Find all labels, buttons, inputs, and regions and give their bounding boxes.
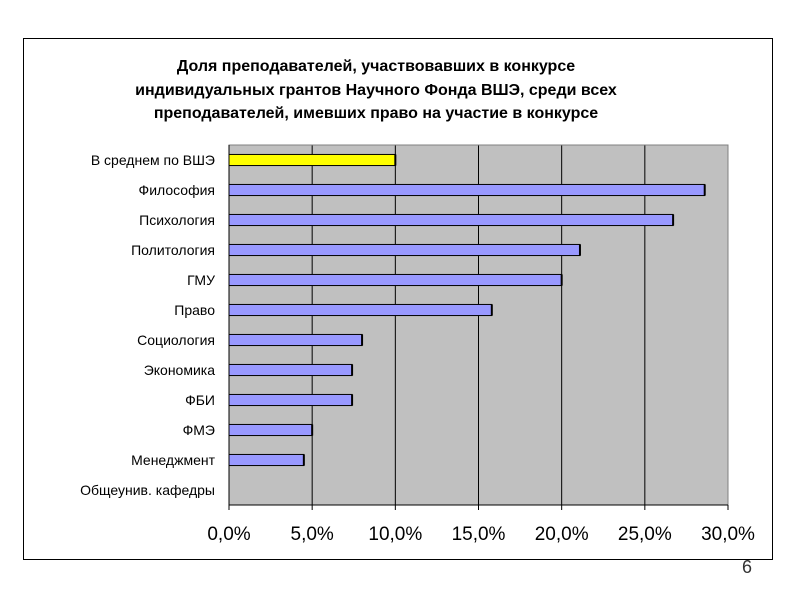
chart-svg: Доля преподавателей, участвовавших в кон… <box>80 58 755 545</box>
bar-3 <box>228 243 581 257</box>
plot-area: В среднем по ВШЭ Философия Психология Полит… <box>80 144 755 545</box>
category-label-2: Психология <box>139 212 215 228</box>
category-label-11: Общеунив. кафедры <box>80 482 215 498</box>
bar-0 <box>228 153 396 167</box>
x-tick-label-5: 25,0% <box>618 524 672 545</box>
category-label-5: Право <box>174 302 215 318</box>
bar-4 <box>228 273 563 287</box>
bar-1 <box>228 183 706 197</box>
bar-7 <box>228 363 353 377</box>
category-label-3: Политология <box>131 242 215 258</box>
x-tick-label-1: 5,0% <box>291 524 334 545</box>
category-label-6: Социология <box>137 332 215 348</box>
bar-2 <box>228 213 674 227</box>
x-tick-label-4: 20,0% <box>535 524 589 545</box>
category-label-7: Экономика <box>144 362 216 378</box>
category-label-1: Философия <box>139 182 215 198</box>
category-label-8: ФБИ <box>185 392 215 408</box>
chart-title-line-3: преподавателей, имевших право на участие… <box>154 105 598 122</box>
bar-10 <box>228 453 305 467</box>
category-label-4: ГМУ <box>187 272 215 288</box>
category-label-0: В среднем по ВШЭ <box>91 152 215 168</box>
bar-8 <box>228 393 353 407</box>
chart-frame: Доля преподавателей, участвовавших в кон… <box>23 38 773 560</box>
bar-9 <box>228 423 313 437</box>
bar-5 <box>228 303 493 317</box>
x-tick-label-2: 10,0% <box>368 524 422 545</box>
chart-title-line-2: индивидуальных грантов Научного Фонда ВШ… <box>135 82 617 99</box>
page-number: 6 <box>741 557 752 577</box>
x-tick-label-0: 0,0% <box>207 524 250 545</box>
x-tick-label-6: 30,0% <box>701 524 755 545</box>
category-label-10: Менеджмент <box>131 452 215 468</box>
chart-title-line-1: Доля преподавателей, участвовавших в кон… <box>177 58 575 75</box>
category-label-9: ФМЭ <box>183 422 215 438</box>
bar-6 <box>228 333 363 347</box>
x-tick-label-3: 15,0% <box>452 524 506 545</box>
